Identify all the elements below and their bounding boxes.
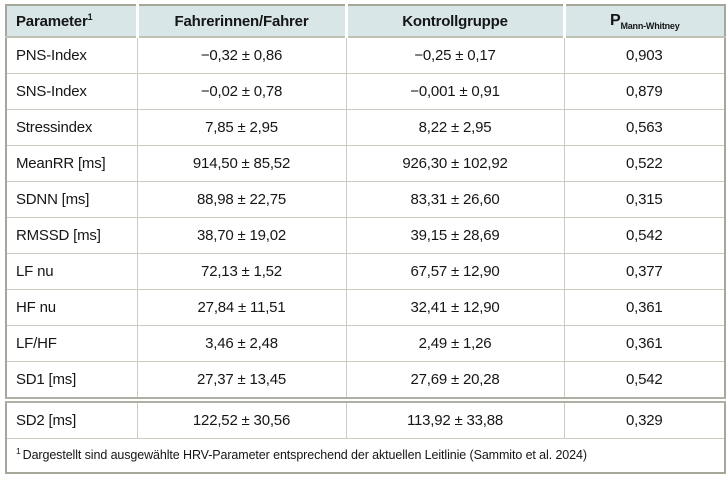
col-header-fahrerinnen-fahrer: Fahrerinnen/Fahrer xyxy=(135,5,346,38)
p-value-cell: 0,879 xyxy=(563,73,726,110)
table-row-sns-index: SNS-Index −0,02 ± 0,78 −0,001 ± 0,91 0,8… xyxy=(5,73,726,110)
parameter-cell: SD1 [ms] xyxy=(5,361,138,401)
kontroll-value-cell: 113,92 ± 33,88 xyxy=(345,397,565,439)
p-value-cell: 0,563 xyxy=(563,109,726,146)
kontroll-value-cell: −0,25 ± 0,17 xyxy=(345,36,565,74)
table-row-lf-hf: LF/HF 3,46 ± 2,48 2,49 ± 1,26 0,361 xyxy=(5,325,726,362)
col-header-kontrollgruppe: Kontrollgruppe xyxy=(344,5,564,38)
fahrer-value-cell: 88,98 ± 22,75 xyxy=(136,181,347,218)
kontroll-value-cell: −0,001 ± 0,91 xyxy=(345,73,565,110)
fahrer-value-cell: 27,84 ± 11,51 xyxy=(136,289,347,326)
parameter-cell: RMSSD [ms] xyxy=(5,217,138,254)
fahrer-value-cell: 72,13 ± 1,52 xyxy=(136,253,347,290)
kontroll-value-cell: 67,57 ± 12,90 xyxy=(345,253,565,290)
kontroll-value-cell: 2,49 ± 1,26 xyxy=(345,325,565,362)
parameter-cell: SNS-Index xyxy=(5,73,138,110)
parameter-cell: MeanRR [ms] xyxy=(5,145,138,182)
p-value-cell: 0,522 xyxy=(563,145,726,182)
p-header-label: P xyxy=(609,12,621,29)
parameter-cell: LF nu xyxy=(5,253,138,290)
p-header-subscript: Mann-Whitney xyxy=(620,21,680,31)
header-row: Parameter1 Fahrerinnen/Fahrer Kontrollgr… xyxy=(6,5,725,38)
table-row-sd1: SD1 [ms] 27,37 ± 13,45 27,69 ± 20,28 0,5… xyxy=(5,361,726,401)
footnote-row: 1 Dargestellt sind ausgewählte HRV-Parame… xyxy=(6,438,725,473)
fahrer-value-cell: 27,37 ± 13,45 xyxy=(136,361,347,401)
col-header-parameter: Parameter1 xyxy=(6,5,137,38)
table-row-hf-nu: HF nu 27,84 ± 11,51 32,41 ± 12,90 0,361 xyxy=(5,289,726,326)
fahrer-value-cell: 7,85 ± 2,95 xyxy=(136,109,347,146)
parameter-cell: PNS-Index xyxy=(5,36,138,74)
table-row-sdnn: SDNN [ms] 88,98 ± 22,75 83,31 ± 26,60 0,… xyxy=(5,181,726,218)
parameter-cell: SDNN [ms] xyxy=(5,181,138,218)
table-row-lf-nu: LF nu 72,13 ± 1,52 67,57 ± 12,90 0,377 xyxy=(5,253,726,290)
fahrer-value-cell: 38,70 ± 19,02 xyxy=(136,217,347,254)
footnote-marker: 1 xyxy=(16,445,21,456)
kontroll-value-cell: 32,41 ± 12,90 xyxy=(345,289,565,326)
p-value-cell: 0,329 xyxy=(563,397,726,439)
table-row-meanrr: MeanRR [ms] 914,50 ± 85,52 926,30 ± 102,… xyxy=(5,145,726,182)
p-value-cell: 0,377 xyxy=(563,253,726,290)
fahrer-value-cell: −0,32 ± 0,86 xyxy=(136,36,347,74)
col-header-p-mann-whitney: PMann-Whitney xyxy=(562,5,725,38)
parameter-header-superscript: 1 xyxy=(87,11,93,22)
table-row-rmssd: RMSSD [ms] 38,70 ± 19,02 39,15 ± 28,69 0… xyxy=(5,217,726,254)
footnote-text: Dargestellt sind ausgewählte HRV-Paramet… xyxy=(22,448,587,462)
table-row-pns-index: PNS-Index −0,32 ± 0,86 −0,25 ± 0,17 0,90… xyxy=(5,36,726,74)
p-value-cell: 0,542 xyxy=(563,361,726,401)
p-value-cell: 0,542 xyxy=(563,217,726,254)
fahrer-value-cell: 122,52 ± 30,56 xyxy=(136,397,347,439)
hrv-parameter-table: Parameter1 Fahrerinnen/Fahrer Kontrollgr… xyxy=(5,4,726,474)
fahrer-value-cell: 3,46 ± 2,48 xyxy=(136,325,347,362)
parameter-cell: SD2 [ms] xyxy=(5,397,138,439)
parameter-cell: HF nu xyxy=(5,289,138,326)
kontroll-value-cell: 27,69 ± 20,28 xyxy=(345,361,565,401)
kontroll-value-cell: 83,31 ± 26,60 xyxy=(345,181,565,218)
kontroll-value-cell: 926,30 ± 102,92 xyxy=(345,145,565,182)
parameter-cell: Stressindex xyxy=(5,109,138,146)
kontroll-value-cell: 8,22 ± 2,95 xyxy=(345,109,565,146)
parameter-header-label: Parameter xyxy=(16,12,88,30)
hrv-table-container: Parameter1 Fahrerinnen/Fahrer Kontrollgr… xyxy=(5,4,726,474)
p-value-cell: 0,361 xyxy=(563,325,726,362)
parameter-cell: LF/HF xyxy=(5,325,138,362)
p-value-cell: 0,361 xyxy=(563,289,726,326)
fahrer-value-cell: 914,50 ± 85,52 xyxy=(136,145,347,182)
footnote: 1 Dargestellt sind ausgewählte HRV-Parame… xyxy=(6,438,725,473)
table-row-stressindex: Stressindex 7,85 ± 2,95 8,22 ± 2,95 0,56… xyxy=(5,109,726,146)
fahrer-value-cell: −0,02 ± 0,78 xyxy=(136,73,347,110)
p-value-cell: 0,903 xyxy=(563,36,726,74)
table-row-sd2: SD2 [ms] 122,52 ± 30,56 113,92 ± 33,88 0… xyxy=(5,397,726,439)
kontroll-value-cell: 39,15 ± 28,69 xyxy=(345,217,565,254)
p-value-cell: 0,315 xyxy=(563,181,726,218)
